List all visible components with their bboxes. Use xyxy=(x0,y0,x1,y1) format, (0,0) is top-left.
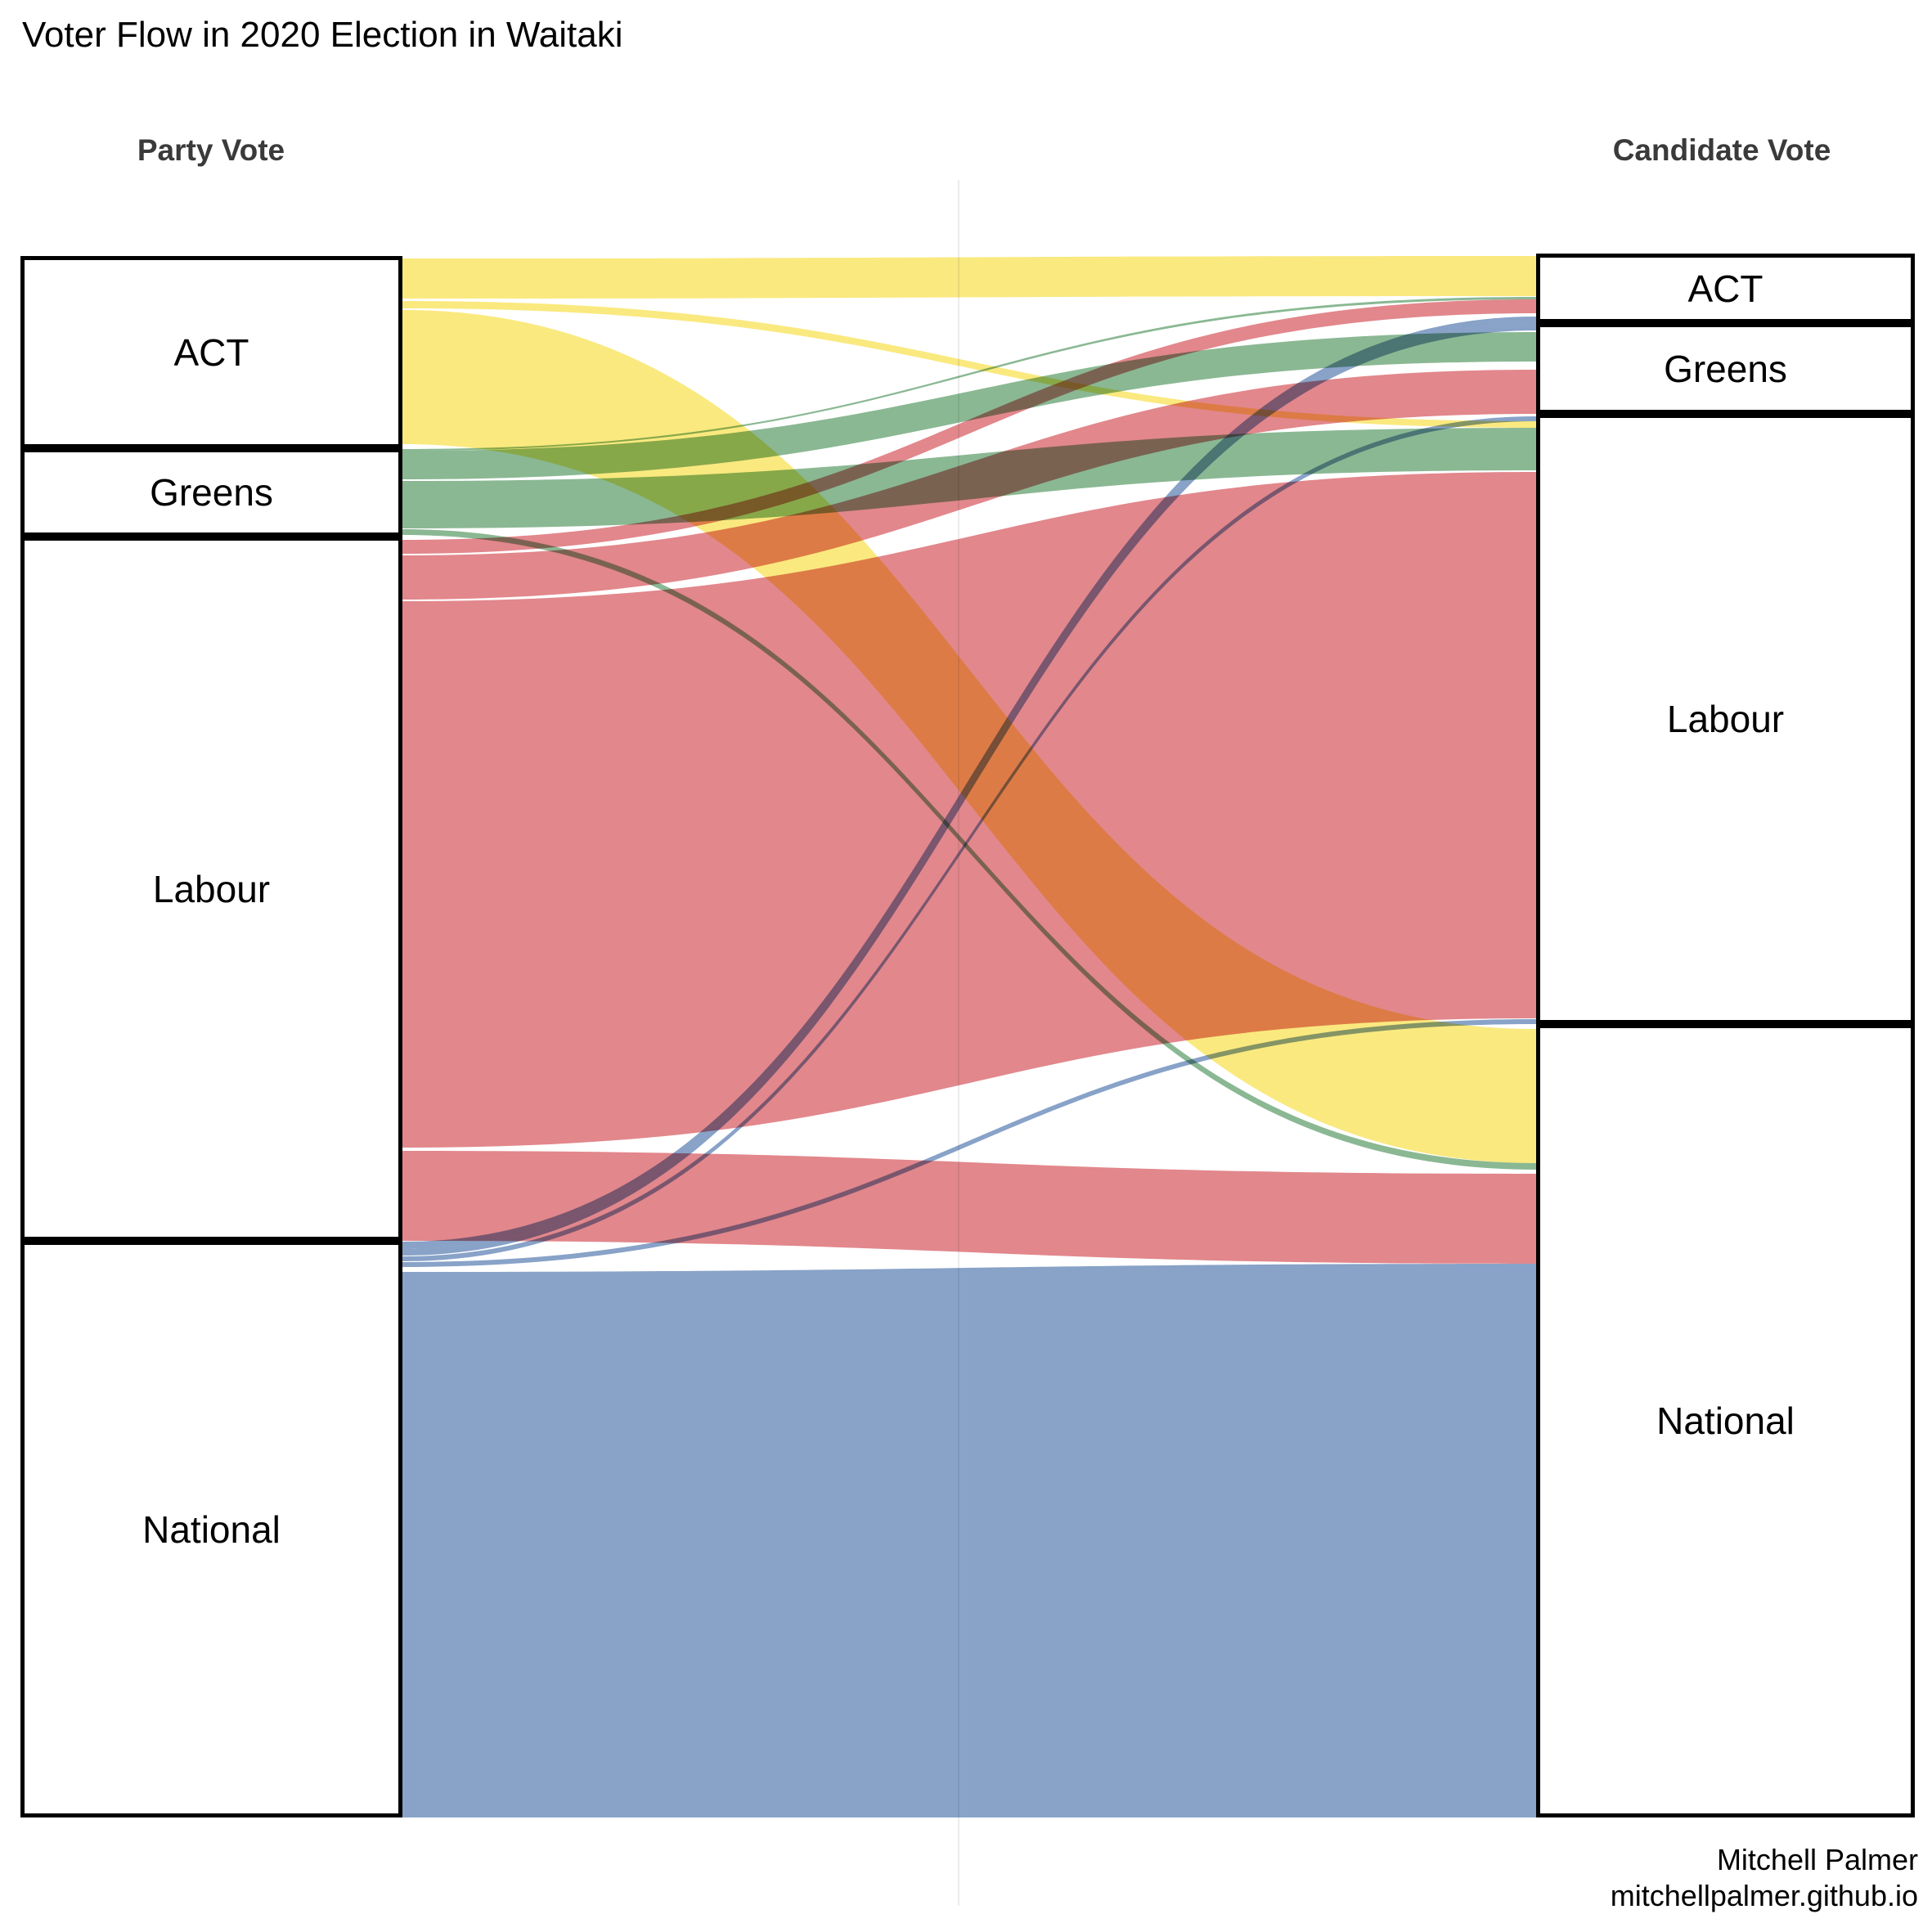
flow-greens-to-act xyxy=(402,297,1536,451)
flow-national-to-act xyxy=(402,317,1536,1249)
stratum-right-national: National xyxy=(1536,1024,1915,1817)
stratum-left-national: National xyxy=(20,1241,402,1817)
flow-labour-to-labour xyxy=(402,472,1536,1148)
flow-act-to-labour xyxy=(402,301,1536,428)
axis-label-candidate-vote: Candidate Vote xyxy=(1612,133,1831,167)
flow-national-to-national xyxy=(402,1264,1536,1817)
chart-title: Voter Flow in 2020 Election in Waitaki xyxy=(22,15,623,55)
stratum-right-greens-label: Greens xyxy=(1664,347,1787,390)
stratum-right-labour: Labour xyxy=(1536,414,1915,1024)
stratum-right-labour-label: Labour xyxy=(1666,698,1785,740)
flow-national-to-labour xyxy=(402,416,1536,1261)
stratum-left-labour-label: Labour xyxy=(152,867,271,910)
flow-national-to-greens xyxy=(402,324,1536,1256)
attribution-site: mitchellpalmer.github.io xyxy=(1610,1879,1918,1912)
stratum-left-national-label: National xyxy=(142,1507,281,1551)
stratum-right-greens: Greens xyxy=(1536,323,1915,414)
stratum-right-act-label: ACT xyxy=(1687,267,1764,310)
stratum-left-act-label: ACT xyxy=(173,330,249,374)
flow-labour-to-act xyxy=(402,299,1536,554)
flow-act-to-act xyxy=(402,256,1536,299)
stratum-right-national-label: National xyxy=(1656,1400,1795,1442)
stratum-left-greens: Greens xyxy=(20,448,402,537)
stratum-right-act: ACT xyxy=(1536,254,1915,323)
attribution-author: Mitchell Palmer xyxy=(1716,1843,1918,1876)
attribution: Mitchell Palmer mitchellpalmer.github.io xyxy=(1611,1842,1918,1914)
stratum-left-labour: Labour xyxy=(20,537,402,1241)
axis-label-party-vote: Party Vote xyxy=(137,133,285,167)
flow-national-to-labour xyxy=(402,1019,1536,1267)
flow-labour-to-national xyxy=(402,1151,1536,1264)
stratum-left-greens-label: Greens xyxy=(150,471,273,514)
flow-greens-to-greens xyxy=(402,332,1536,479)
stratum-left-act: ACT xyxy=(20,256,402,448)
